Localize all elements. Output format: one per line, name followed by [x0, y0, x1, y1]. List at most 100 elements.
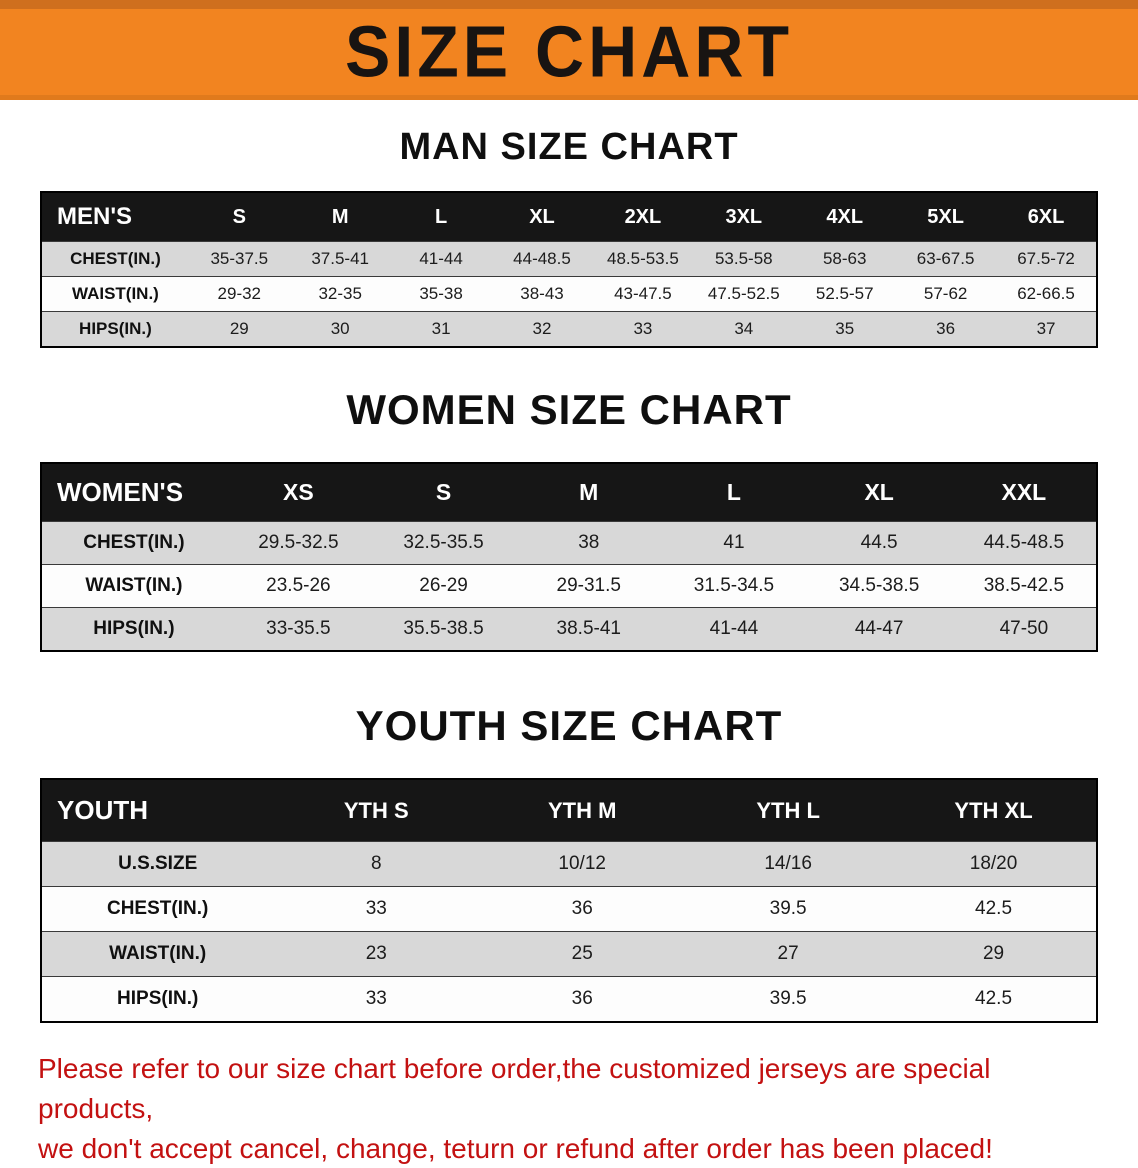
size-value: 23.5-26 — [226, 565, 371, 608]
size-value: 41 — [661, 522, 806, 565]
size-value: 36 — [479, 887, 685, 932]
youth-section-heading: YOUTH SIZE CHART — [0, 702, 1138, 750]
size-value: 42.5 — [891, 977, 1097, 1023]
size-column-header: YTH L — [685, 779, 891, 842]
size-value: 33-35.5 — [226, 608, 371, 652]
size-value: 27 — [685, 932, 891, 977]
size-value: 42.5 — [891, 887, 1097, 932]
size-column-header: S — [371, 463, 516, 522]
size-column-header: M — [290, 192, 391, 242]
size-value: 37.5-41 — [290, 242, 391, 277]
size-value: 39.5 — [685, 887, 891, 932]
size-value: 35-37.5 — [189, 242, 290, 277]
size-value: 34 — [693, 312, 794, 348]
table-corner-label: WOMEN'S — [41, 463, 226, 522]
row-label: HIPS(IN.) — [41, 608, 226, 652]
row-label: CHEST(IN.) — [41, 887, 273, 932]
size-value: 23 — [273, 932, 479, 977]
size-column-header: YTH S — [273, 779, 479, 842]
size-value: 36 — [479, 977, 685, 1023]
size-value: 41-44 — [661, 608, 806, 652]
size-value: 48.5-53.5 — [592, 242, 693, 277]
size-value: 38.5-41 — [516, 608, 661, 652]
size-value: 38.5-42.5 — [952, 565, 1097, 608]
size-value: 26-29 — [371, 565, 516, 608]
size-value: 31.5-34.5 — [661, 565, 806, 608]
row-label: HIPS(IN.) — [41, 312, 189, 348]
size-value: 8 — [273, 842, 479, 887]
size-value: 58-63 — [794, 242, 895, 277]
size-value: 34.5-38.5 — [807, 565, 952, 608]
size-value: 44.5 — [807, 522, 952, 565]
size-value: 44-48.5 — [492, 242, 593, 277]
size-column-header: S — [189, 192, 290, 242]
row-label: U.S.SIZE — [41, 842, 273, 887]
size-column-header: XL — [492, 192, 593, 242]
size-value: 32.5-35.5 — [371, 522, 516, 565]
size-value: 53.5-58 — [693, 242, 794, 277]
row-label: WAIST(IN.) — [41, 565, 226, 608]
size-column-header: XXL — [952, 463, 1097, 522]
size-value: 18/20 — [891, 842, 1097, 887]
size-value: 44.5-48.5 — [952, 522, 1097, 565]
size-column-header: 6XL — [996, 192, 1097, 242]
size-chart-banner: SIZE CHART — [0, 0, 1138, 100]
size-column-header: 3XL — [693, 192, 794, 242]
size-column-header: YTH M — [479, 779, 685, 842]
size-value: 43-47.5 — [592, 277, 693, 312]
size-value: 35.5-38.5 — [371, 608, 516, 652]
size-value: 37 — [996, 312, 1097, 348]
row-label: HIPS(IN.) — [41, 977, 273, 1023]
size-value: 33 — [592, 312, 693, 348]
size-value: 29 — [189, 312, 290, 348]
table-corner-label: YOUTH — [41, 779, 273, 842]
size-chart-title: SIZE CHART — [345, 11, 793, 94]
size-value: 44-47 — [807, 608, 952, 652]
size-value: 32 — [492, 312, 593, 348]
size-column-header: XS — [226, 463, 371, 522]
size-value: 47.5-52.5 — [693, 277, 794, 312]
size-value: 25 — [479, 932, 685, 977]
men-section-heading: MAN SIZE CHART — [0, 126, 1138, 169]
size-value: 63-67.5 — [895, 242, 996, 277]
size-value: 38 — [516, 522, 661, 565]
size-value: 29-31.5 — [516, 565, 661, 608]
size-column-header: 5XL — [895, 192, 996, 242]
row-label: WAIST(IN.) — [41, 277, 189, 312]
size-value: 57-62 — [895, 277, 996, 312]
size-value: 10/12 — [479, 842, 685, 887]
size-value: 29.5-32.5 — [226, 522, 371, 565]
size-value: 52.5-57 — [794, 277, 895, 312]
table-corner-label: MEN'S — [41, 192, 189, 242]
size-value: 35 — [794, 312, 895, 348]
disclaimer-text: Please refer to our size chart before or… — [38, 1049, 1100, 1168]
size-column-header: L — [391, 192, 492, 242]
size-value: 30 — [290, 312, 391, 348]
size-value: 47-50 — [952, 608, 1097, 652]
size-column-header: 4XL — [794, 192, 895, 242]
size-value: 32-35 — [290, 277, 391, 312]
size-column-header: YTH XL — [891, 779, 1097, 842]
row-label: CHEST(IN.) — [41, 522, 226, 565]
size-column-header: 2XL — [592, 192, 693, 242]
size-column-header: M — [516, 463, 661, 522]
size-value: 41-44 — [391, 242, 492, 277]
